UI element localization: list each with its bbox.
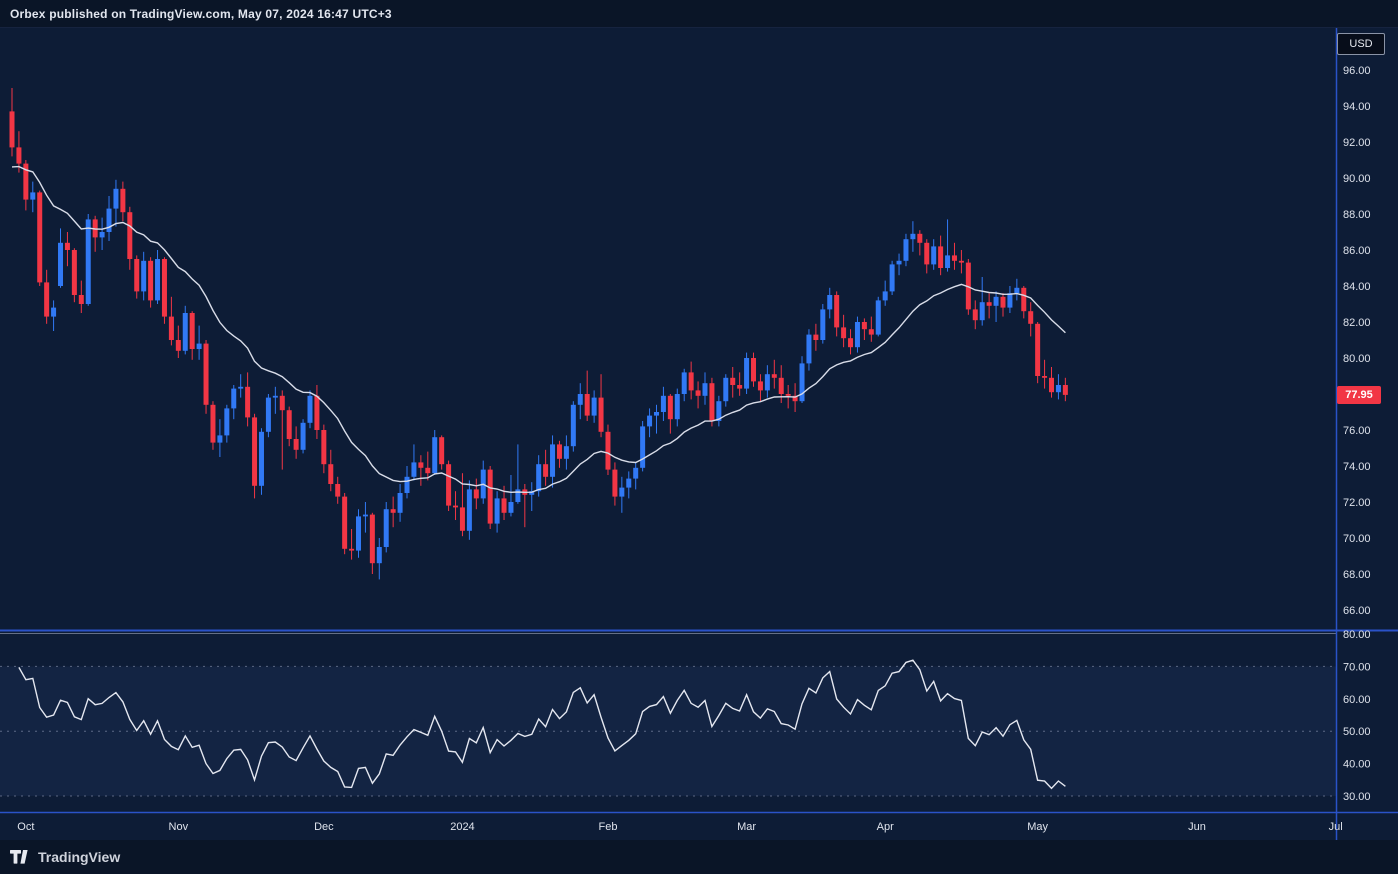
svg-text:Nov: Nov [169,821,189,833]
svg-text:74.00: 74.00 [1343,461,1371,473]
svg-text:2024: 2024 [450,821,474,833]
svg-text:50.00: 50.00 [1343,726,1371,738]
ma-line [11,165,1066,494]
svg-text:68.00: 68.00 [1343,569,1371,581]
pane-separators[interactable] [0,28,1398,840]
rsi-band [0,666,1337,796]
svg-text:70.00: 70.00 [1343,661,1371,673]
svg-text:84.00: 84.00 [1343,281,1371,293]
svg-text:Jun: Jun [1188,821,1206,833]
svg-text:66.00: 66.00 [1343,605,1371,617]
svg-text:80.00: 80.00 [1343,629,1371,641]
svg-text:86.00: 86.00 [1343,245,1371,257]
svg-text:Feb: Feb [598,821,617,833]
svg-text:88.00: 88.00 [1343,209,1371,221]
candles-layer[interactable] [9,88,1068,580]
chart-title: Orbex published on TradingView.com, May … [10,6,392,21]
currency-label: USD [1349,38,1373,50]
price-axis-labels[interactable]: 96.00 94.00 92.00 90.00 88.00 86.00 84.00 82.00… [1343,65,1371,617]
svg-text:Jul: Jul [1329,821,1343,833]
chart-header: Orbex published on TradingView.com, May … [0,0,1398,28]
svg-text:82.00: 82.00 [1343,317,1371,329]
rsi-level-lines [0,665,1337,797]
svg-text:Oct: Oct [17,821,34,833]
svg-text:94.00: 94.00 [1343,101,1371,113]
tradingview-logo-icon[interactable] [10,849,30,865]
rsi-line [18,659,1066,790]
svg-text:30.00: 30.00 [1343,791,1371,803]
svg-text:72.00: 72.00 [1343,497,1371,509]
currency-badge[interactable]: USD [1337,33,1385,55]
svg-text:Apr: Apr [877,821,894,833]
last-price-value: 77.95 [1345,389,1373,401]
svg-text:80.00: 80.00 [1343,353,1371,365]
svg-text:70.00: 70.00 [1343,533,1371,545]
svg-text:90.00: 90.00 [1343,173,1371,185]
svg-text:96.00: 96.00 [1343,65,1371,77]
svg-text:May: May [1027,821,1048,833]
svg-text:92.00: 92.00 [1343,137,1371,149]
time-axis-labels[interactable]: Oct Nov Dec 2024 Feb Mar Apr May Jun Jul [17,821,1342,833]
svg-text:76.00: 76.00 [1343,425,1371,437]
tradingview-wordmark[interactable]: TradingView [38,849,121,865]
svg-text:60.00: 60.00 [1343,694,1371,706]
svg-text:Dec: Dec [314,821,334,833]
rsi-axis-labels[interactable]: 80.00 70.00 60.00 50.00 40.00 30.00 [1343,629,1371,803]
svg-text:40.00: 40.00 [1343,759,1371,771]
chart-footer: TradingView [0,840,1398,874]
svg-text:Mar: Mar [737,821,756,833]
last-price-badge: 77.95 [1337,386,1381,404]
